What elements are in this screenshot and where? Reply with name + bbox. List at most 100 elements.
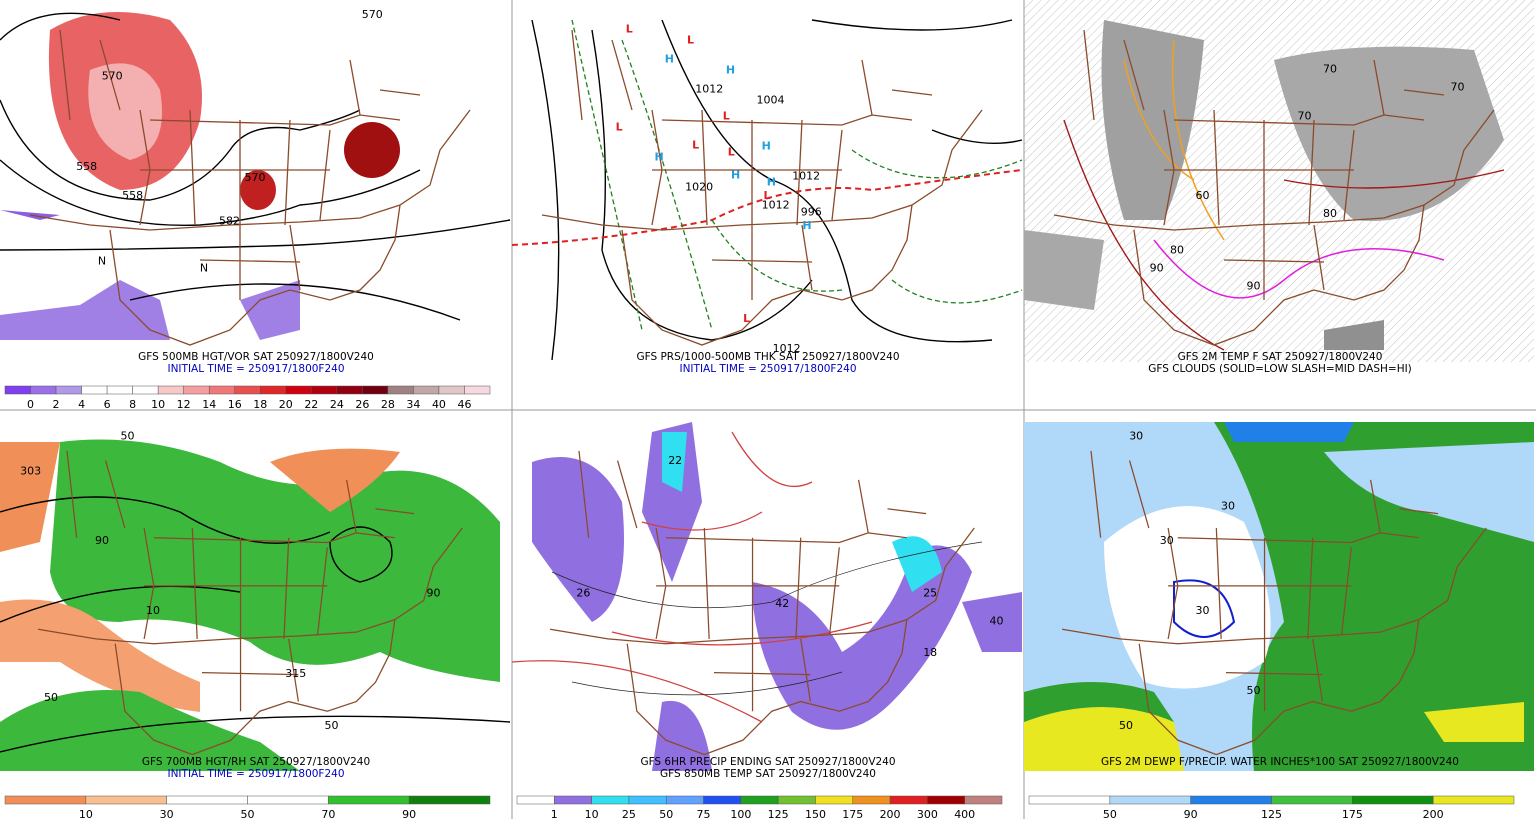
colorbar-swatch: [438, 385, 465, 395]
colorbar-label: 6: [104, 398, 111, 411]
colorbar-label: 90: [1184, 808, 1198, 819]
map-label: L: [763, 189, 770, 202]
colorbar-swatch: [234, 385, 261, 395]
colorbar-label: 50: [241, 808, 255, 819]
colorbar-label: 14: [202, 398, 216, 411]
map-label: 50: [1247, 684, 1261, 697]
colorbar-label: 26: [355, 398, 369, 411]
map-label: 70: [1298, 109, 1312, 122]
map-label: 80: [1323, 207, 1337, 220]
colorbar-swatch: [464, 385, 491, 395]
colorbar-swatch: [285, 385, 312, 395]
map-label: 1020: [685, 180, 713, 193]
map-label: 1004: [757, 93, 785, 106]
colorbar-swatch: [740, 795, 779, 805]
colorbar-swatch: [1109, 795, 1191, 805]
colorbar-swatch: [554, 795, 592, 805]
map-label: 558: [122, 189, 143, 202]
colorbar-label: 175: [1342, 808, 1363, 819]
map-label: 50: [325, 719, 339, 732]
colorbar-swatch: [927, 795, 965, 805]
colorbar-label: 50: [659, 808, 673, 819]
colorbar-label: 34: [406, 398, 420, 411]
map-dewpoint: [1024, 422, 1534, 771]
colorbar-label: 4: [78, 398, 85, 411]
map-label: H: [802, 219, 811, 232]
colorbar-label: 30: [160, 808, 174, 819]
map-label: N: [200, 262, 208, 275]
map-label: 303: [20, 464, 41, 477]
colorbar-label: 90: [402, 808, 416, 819]
caption: GFS 850MB TEMP SAT 250927/1800V240: [660, 768, 876, 780]
map-label: L: [616, 120, 623, 133]
caption: GFS 2M TEMP F SAT 250927/1800V240: [1178, 351, 1383, 363]
map-label: 22: [668, 454, 682, 467]
map-label: N: [98, 254, 106, 267]
colorbar-label: 25: [622, 808, 636, 819]
colorbar-label: 12: [177, 398, 191, 411]
colorbar-label: 0: [27, 398, 34, 411]
colorbar-swatch: [889, 795, 928, 805]
map-label: 582: [219, 214, 240, 227]
map-label: L: [687, 33, 694, 46]
map-temp: [1024, 0, 1534, 362]
map-700mb: [0, 422, 511, 771]
caption: INITIAL TIME = 250917/1800F240: [167, 363, 344, 375]
caption: GFS 2M DEWP F/PRECIP. WATER INCHES*100 S…: [1101, 756, 1459, 768]
colorbar-label: 75: [697, 808, 711, 819]
colorbar-swatch: [4, 385, 31, 395]
colorbar-swatch: [106, 385, 133, 395]
colorbar-label: 2: [53, 398, 60, 411]
map-label: 18: [923, 646, 937, 659]
colorbar-label: 125: [768, 808, 789, 819]
colorbar-swatch: [1432, 795, 1515, 805]
map-label: L: [692, 138, 699, 151]
colorbar-swatch: [328, 795, 410, 805]
colorbar-label: 24: [330, 398, 344, 411]
colorbar-swatch: [4, 795, 87, 805]
map-label: 996: [801, 206, 822, 219]
map-label: 25: [923, 587, 937, 600]
colorbar-label: 10: [151, 398, 165, 411]
caption: GFS CLOUDS (SOLID=LOW SLASH=MID DASH=HI): [1148, 363, 1412, 375]
map-label: L: [743, 312, 750, 325]
colorbar-label: 18: [253, 398, 267, 411]
map-500mb: [0, 12, 511, 345]
colorbar-swatch: [311, 385, 338, 395]
caption: GFS PRS/1000-500MB THK SAT 250927/1800V2…: [636, 351, 899, 363]
map-label: 1012: [762, 198, 790, 211]
colorbar-swatch: [516, 795, 555, 805]
map-label: H: [762, 139, 771, 152]
map-label: 70: [1323, 62, 1337, 75]
map-label: 90: [95, 534, 109, 547]
map-label: 30: [1160, 534, 1174, 547]
map-label: 70: [1451, 81, 1465, 94]
map-label: 10: [146, 604, 160, 617]
map-label: 50: [121, 429, 135, 442]
map-label: 26: [576, 587, 590, 600]
colorbar-swatch: [852, 795, 891, 805]
map-label: 42: [775, 597, 789, 610]
map-label: 90: [1150, 262, 1164, 275]
colorbar-swatch: [1028, 795, 1111, 805]
colorbar-label: 175: [842, 808, 863, 819]
map-label: H: [654, 150, 663, 163]
map-pressure: [511, 19, 1023, 361]
colorbar-swatch: [777, 795, 816, 805]
colorbar-swatch: [591, 795, 630, 805]
colorbar-swatch: [247, 795, 329, 805]
colorbar-swatch: [703, 795, 742, 805]
colorbar-swatch: [413, 385, 440, 395]
colorbar-swatch: [408, 795, 491, 805]
map-label: 1012: [792, 169, 820, 182]
map-label: 570: [102, 70, 123, 83]
caption: GFS 500MB HGT/VOR SAT 250927/1800V240: [138, 351, 374, 363]
map-label: 558: [76, 160, 97, 173]
map-label: H: [731, 168, 740, 181]
colorbar-swatch: [362, 385, 389, 395]
map-label: 1012: [773, 342, 801, 355]
map-label: 30: [1221, 499, 1235, 512]
caption: INITIAL TIME = 250917/1800F240: [167, 768, 344, 780]
map-label: 40: [990, 614, 1004, 627]
colorbar-swatch: [964, 795, 1003, 805]
